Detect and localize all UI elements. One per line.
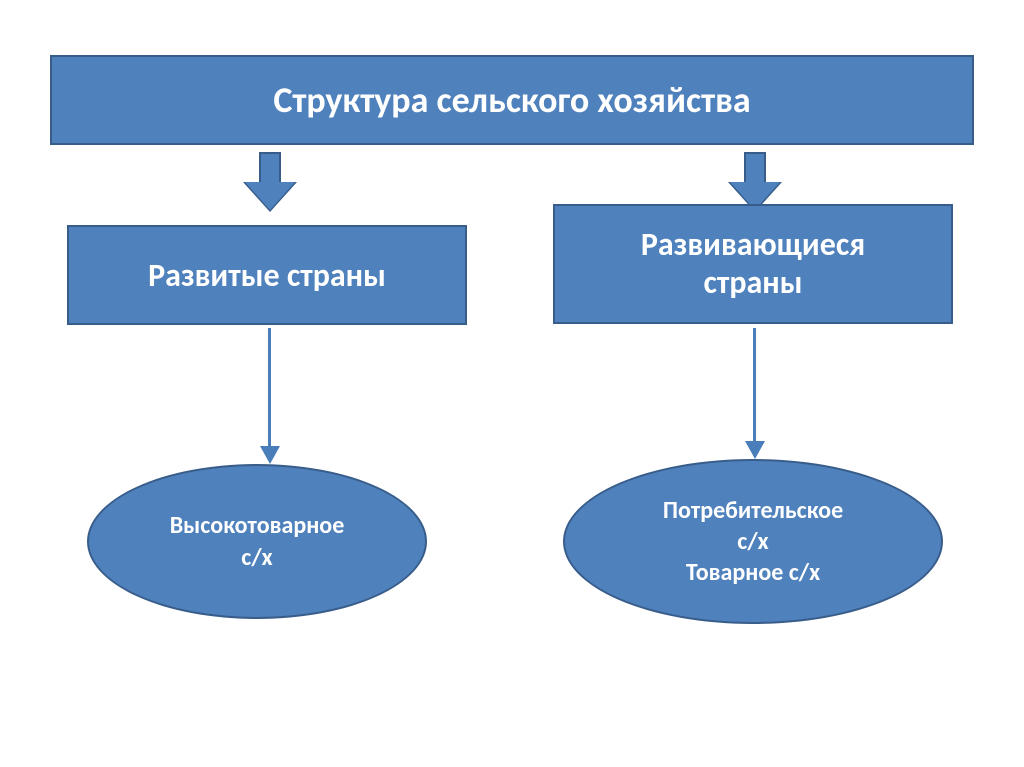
arrow-left-to-ellipse <box>260 328 280 468</box>
arrow-title-to-right <box>730 152 780 212</box>
right-box: Развивающиеся страны <box>553 204 953 324</box>
right-box-label: Развивающиеся страны <box>641 226 865 303</box>
title-box: Структура сельского хозяйства <box>50 55 974 145</box>
left-box: Развитые страны <box>67 225 467 325</box>
left-box-label: Развитые страны <box>148 256 386 295</box>
left-ellipse: Высокотоварное с/х <box>87 464 427 619</box>
title-text: Структура сельского хозяйства <box>273 78 750 122</box>
right-ellipse-text: Потребительское с/х Товарное с/х <box>663 495 843 589</box>
right-ellipse: Потребительское с/х Товарное с/х <box>563 459 943 624</box>
arrow-title-to-left <box>245 152 295 212</box>
arrow-right-to-ellipse <box>745 328 765 463</box>
left-ellipse-text: Высокотоварное с/х <box>170 510 345 572</box>
